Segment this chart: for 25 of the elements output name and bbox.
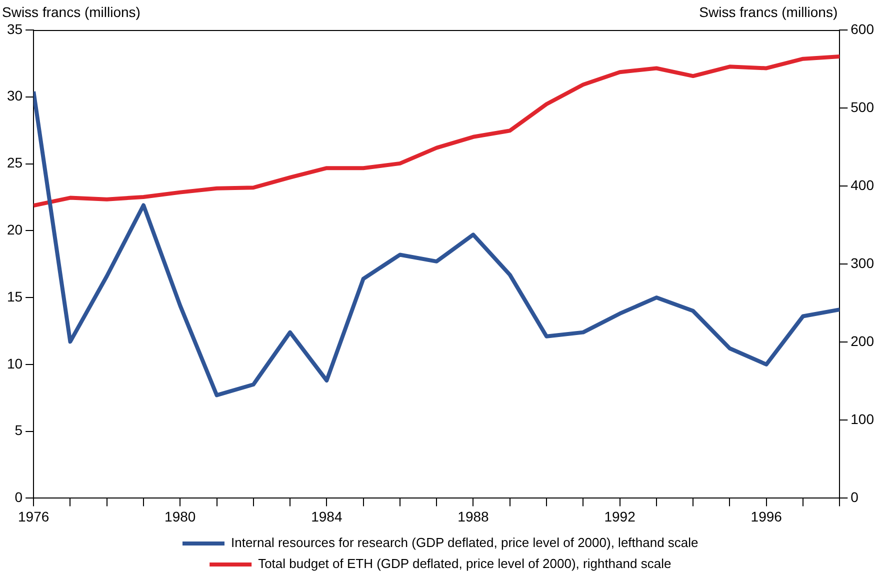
y-tick-label: 30 — [6, 88, 23, 104]
y-tick-label: 20 — [6, 222, 23, 238]
y2-tick-label: 500 — [850, 98, 874, 115]
y-tick-label: 35 — [6, 20, 23, 37]
x-tick-label: 1996 — [750, 508, 782, 524]
legend-label: Internal resources for research (GDP deflated, price level of 2000), lefthand scale — [230, 535, 698, 550]
legend-label: Total budget of ETH (GDP deflated, price level of 2000), righthand scale — [258, 556, 672, 572]
y2-tick-label: 600 — [850, 20, 874, 37]
x-tick-label: 1980 — [164, 508, 196, 524]
x-tick-label: 1988 — [458, 508, 490, 524]
y2-tick-label: 400 — [850, 176, 874, 193]
y2-tick-label: 0 — [850, 489, 859, 506]
y2-tick-label: 300 — [850, 254, 874, 271]
x-tick-label: 1984 — [311, 508, 342, 524]
y2-tick-label: 200 — [850, 332, 874, 349]
y-tick-label: 25 — [6, 154, 23, 171]
x-tick-label: 1992 — [604, 508, 636, 524]
y2-axis-title: Swiss francs (millions) — [699, 4, 838, 20]
y2-tick-label: 100 — [850, 411, 874, 428]
y-tick-label: 10 — [6, 355, 23, 372]
y-tick-label: 0 — [14, 489, 23, 506]
y-tick-label: 5 — [14, 422, 23, 438]
y-axis-title: Swiss francs (millions) — [2, 4, 140, 20]
x-tick-label: 1976 — [18, 508, 50, 524]
y-tick-label: 15 — [6, 288, 23, 304]
